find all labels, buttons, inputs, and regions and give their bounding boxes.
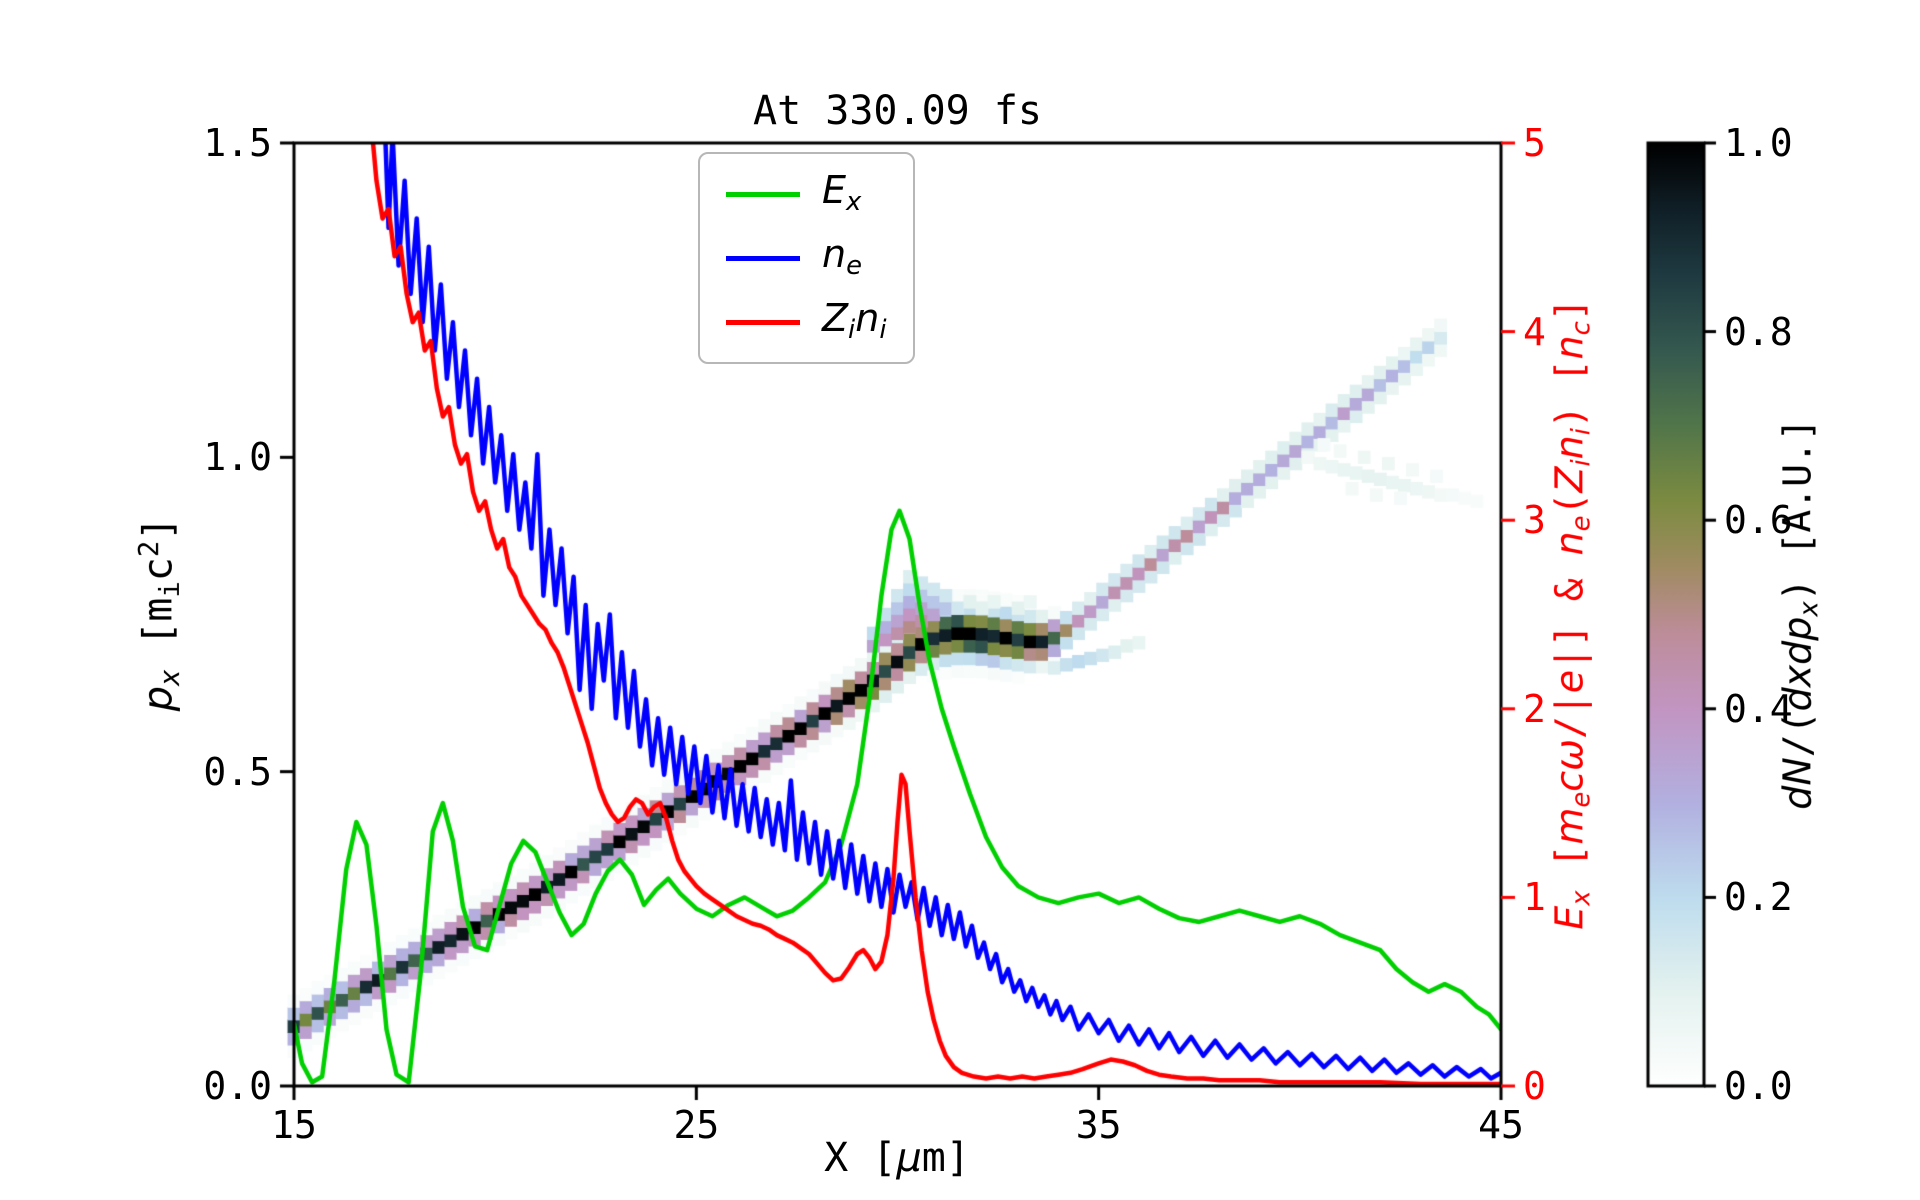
label-part: )	[1775, 555, 1820, 602]
colorbar-tick-label: 0.8	[1724, 309, 1793, 354]
colorbar-label: dN/(dxdpx) [A.U.]	[1775, 418, 1824, 810]
y-left-axis-label: px [mic2]	[134, 517, 186, 712]
label-part: i	[879, 315, 887, 346]
label-part: |] &	[1547, 555, 1592, 670]
y-right-axis-label: Ex [mecω/|e|] & ne(Zini) [nc]	[1547, 298, 1596, 929]
label-part: ) [	[1547, 359, 1592, 429]
y-right-tick-label: 1	[1523, 875, 1546, 920]
label-part: 2	[133, 540, 165, 558]
label-part: i	[1566, 459, 1597, 467]
label-part: [	[135, 621, 182, 670]
label-part: c	[135, 557, 182, 582]
label-part: e	[1566, 791, 1597, 808]
label-part: E	[1547, 905, 1592, 930]
label-part: n	[1547, 531, 1592, 556]
y-left-tick-label: 0.0	[203, 1064, 272, 1108]
label-part: e	[846, 251, 862, 282]
plot-title: At 330.09 fs	[753, 88, 1042, 134]
label-part: n	[822, 232, 847, 277]
x-tick-label: 35	[1075, 1103, 1122, 1147]
x-tick-label: 45	[1478, 1103, 1524, 1147]
label-part: X [	[824, 1135, 897, 1181]
label-part: x	[1566, 890, 1597, 906]
label-part: dN	[1775, 757, 1820, 810]
colorbar-tick-label: 1.0	[1724, 121, 1793, 165]
label-part: i	[848, 315, 856, 346]
colorbar-tick-label: 0.0	[1724, 1064, 1793, 1108]
label-part: n	[1547, 435, 1592, 460]
label-part: e	[1566, 515, 1597, 532]
label-part: Z	[1547, 466, 1592, 493]
y-left-tick-label: 0.5	[203, 749, 272, 794]
label-part: n	[855, 296, 880, 341]
x-tick-label: 15	[271, 1103, 317, 1147]
label-part: n	[1547, 335, 1592, 360]
y-right-tick-label: 5	[1523, 121, 1546, 165]
label-part: (	[1547, 492, 1592, 516]
legend-entry-zini: Zini	[726, 298, 887, 346]
label-part: ]	[135, 516, 182, 541]
label-part: c	[1566, 321, 1597, 336]
label-part: cω	[1547, 739, 1592, 792]
legend-label-ne: ne	[822, 235, 862, 280]
label-part: ]	[1547, 298, 1592, 322]
label-part: x	[155, 669, 187, 686]
x-tick-label: 25	[673, 1103, 720, 1147]
legend-entry-ne: ne	[726, 234, 887, 282]
label-part: m	[135, 597, 182, 622]
legend-line-swatch-ex	[726, 191, 800, 197]
y-left-tick-label: 1.0	[203, 435, 272, 480]
colorbar-tick-label: 0.2	[1724, 875, 1793, 920]
legend-line-swatch-zini	[726, 319, 800, 325]
label-part: m	[1547, 807, 1592, 845]
label-part: Z	[822, 296, 849, 341]
y-right-tick-label: 0	[1523, 1064, 1546, 1108]
legend: Ex ne Zini	[698, 152, 915, 364]
y-right-tick-label: 2	[1523, 686, 1546, 731]
label-part: i	[1566, 428, 1597, 436]
label-part: [	[1547, 844, 1592, 891]
legend-entry-ex: Ex	[726, 170, 887, 218]
label-part: m]	[921, 1135, 970, 1181]
label-part: μ	[896, 1135, 922, 1181]
legend-line-swatch-ne	[726, 255, 800, 261]
label-part: E	[822, 168, 847, 213]
legend-label-zini: Zini	[822, 299, 887, 344]
legend-label-ex: Ex	[822, 171, 861, 216]
label-part: p	[135, 685, 182, 712]
label-part: x	[1794, 601, 1825, 617]
label-part: i	[155, 581, 187, 598]
label-part: x	[846, 187, 862, 218]
y-right-tick-label: 3	[1523, 498, 1546, 543]
label-part: e	[1547, 669, 1592, 694]
colorbar-tick-label: 0.4	[1724, 686, 1793, 731]
x-axis-label: X [μm]	[824, 1135, 970, 1181]
y-left-tick-label: 1.5	[203, 121, 272, 165]
colorbar-tick-label: 0.6	[1724, 498, 1793, 543]
label-part: /|	[1547, 693, 1592, 740]
y-right-tick-label: 4	[1523, 309, 1546, 354]
